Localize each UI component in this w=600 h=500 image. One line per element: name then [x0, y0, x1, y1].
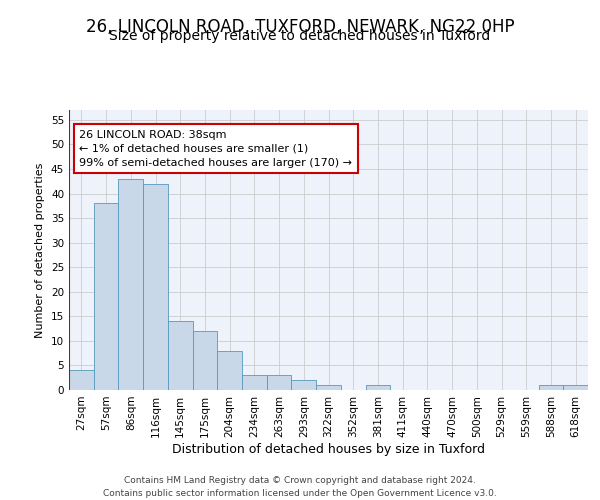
Bar [365, 385, 390, 390]
Bar [69, 370, 94, 390]
Text: 26, LINCOLN ROAD, TUXFORD, NEWARK, NG22 0HP: 26, LINCOLN ROAD, TUXFORD, NEWARK, NG22 … [86, 18, 514, 36]
Bar [193, 331, 217, 390]
Bar [118, 179, 143, 390]
Bar [217, 350, 242, 390]
Bar [539, 385, 563, 390]
X-axis label: Distribution of detached houses by size in Tuxford: Distribution of detached houses by size … [172, 442, 485, 456]
Bar [143, 184, 168, 390]
Bar [94, 204, 118, 390]
Bar [168, 321, 193, 390]
Text: Contains HM Land Registry data © Crown copyright and database right 2024.
Contai: Contains HM Land Registry data © Crown c… [103, 476, 497, 498]
Bar [292, 380, 316, 390]
Bar [563, 385, 588, 390]
Bar [316, 385, 341, 390]
Bar [267, 376, 292, 390]
Bar [242, 376, 267, 390]
Y-axis label: Number of detached properties: Number of detached properties [35, 162, 46, 338]
Text: Size of property relative to detached houses in Tuxford: Size of property relative to detached ho… [109, 29, 491, 43]
Text: 26 LINCOLN ROAD: 38sqm
← 1% of detached houses are smaller (1)
99% of semi-detac: 26 LINCOLN ROAD: 38sqm ← 1% of detached … [79, 130, 352, 168]
